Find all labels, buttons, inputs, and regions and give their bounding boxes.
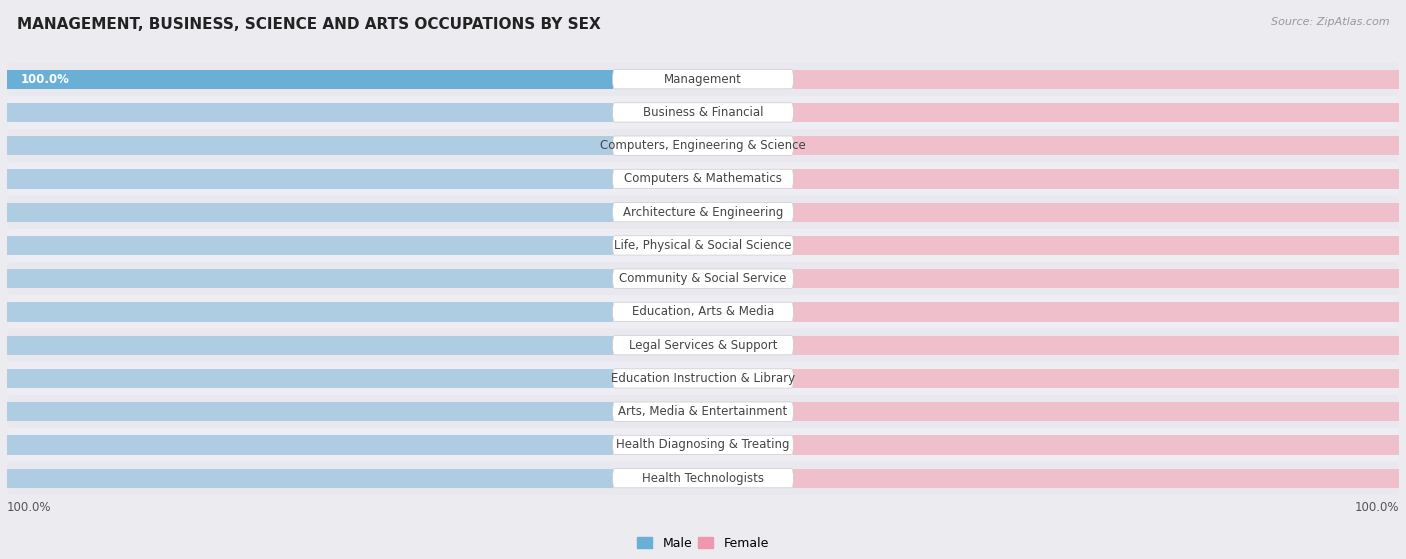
Text: Health Diagnosing & Treating: Health Diagnosing & Treating (616, 438, 790, 452)
Bar (7, 335, 613, 355)
Bar (7, 269, 613, 288)
FancyBboxPatch shape (613, 169, 793, 188)
Bar (7, 302, 613, 321)
Text: Business & Financial: Business & Financial (643, 106, 763, 119)
FancyBboxPatch shape (613, 302, 793, 321)
Text: Education Instruction & Library: Education Instruction & Library (612, 372, 794, 385)
Bar (793, 468, 1399, 488)
FancyBboxPatch shape (613, 435, 793, 454)
FancyBboxPatch shape (7, 295, 1399, 329)
FancyBboxPatch shape (613, 69, 793, 89)
FancyBboxPatch shape (613, 468, 793, 488)
Bar (7, 202, 613, 222)
Text: 100.0%: 100.0% (21, 73, 70, 86)
Text: 100.0%: 100.0% (7, 501, 52, 514)
Text: Management: Management (664, 73, 742, 86)
FancyBboxPatch shape (613, 236, 793, 255)
FancyBboxPatch shape (613, 335, 793, 355)
Text: Computers & Mathematics: Computers & Mathematics (624, 172, 782, 186)
FancyBboxPatch shape (7, 229, 1399, 262)
Text: Life, Physical & Social Science: Life, Physical & Social Science (614, 239, 792, 252)
FancyBboxPatch shape (7, 96, 1399, 129)
Bar (7, 236, 613, 255)
Bar (793, 302, 1399, 321)
Bar (7, 69, 613, 89)
FancyBboxPatch shape (7, 395, 1399, 428)
Bar (793, 269, 1399, 288)
Bar (7, 369, 613, 388)
Text: Architecture & Engineering: Architecture & Engineering (623, 206, 783, 219)
Bar (7, 69, 613, 89)
Bar (793, 136, 1399, 155)
Bar (793, 236, 1399, 255)
Bar (7, 435, 613, 454)
FancyBboxPatch shape (7, 162, 1399, 196)
FancyBboxPatch shape (613, 369, 793, 388)
Text: Legal Services & Support: Legal Services & Support (628, 339, 778, 352)
FancyBboxPatch shape (7, 428, 1399, 462)
FancyBboxPatch shape (613, 402, 793, 421)
FancyBboxPatch shape (613, 103, 793, 122)
Bar (793, 402, 1399, 421)
FancyBboxPatch shape (613, 269, 793, 288)
Bar (793, 335, 1399, 355)
Bar (793, 202, 1399, 222)
Text: Computers, Engineering & Science: Computers, Engineering & Science (600, 139, 806, 152)
Bar (793, 169, 1399, 188)
Bar (7, 103, 613, 122)
Text: MANAGEMENT, BUSINESS, SCIENCE AND ARTS OCCUPATIONS BY SEX: MANAGEMENT, BUSINESS, SCIENCE AND ARTS O… (17, 17, 600, 32)
FancyBboxPatch shape (7, 362, 1399, 395)
Bar (7, 169, 613, 188)
Bar (7, 136, 613, 155)
Bar (793, 435, 1399, 454)
Text: Community & Social Service: Community & Social Service (619, 272, 787, 285)
FancyBboxPatch shape (7, 262, 1399, 295)
Bar (793, 369, 1399, 388)
FancyBboxPatch shape (613, 202, 793, 222)
Text: Education, Arts & Media: Education, Arts & Media (631, 305, 775, 319)
Bar (793, 69, 1399, 89)
FancyBboxPatch shape (7, 462, 1399, 495)
FancyBboxPatch shape (7, 196, 1399, 229)
FancyBboxPatch shape (613, 136, 793, 155)
FancyBboxPatch shape (7, 129, 1399, 162)
FancyBboxPatch shape (7, 329, 1399, 362)
FancyBboxPatch shape (7, 63, 1399, 96)
Text: Source: ZipAtlas.com: Source: ZipAtlas.com (1271, 17, 1389, 27)
Bar (7, 468, 613, 488)
Bar (7, 402, 613, 421)
Text: 100.0%: 100.0% (1354, 501, 1399, 514)
Bar (793, 103, 1399, 122)
Text: Health Technologists: Health Technologists (643, 472, 763, 485)
Legend: Male, Female: Male, Female (633, 532, 773, 555)
Text: Arts, Media & Entertainment: Arts, Media & Entertainment (619, 405, 787, 418)
